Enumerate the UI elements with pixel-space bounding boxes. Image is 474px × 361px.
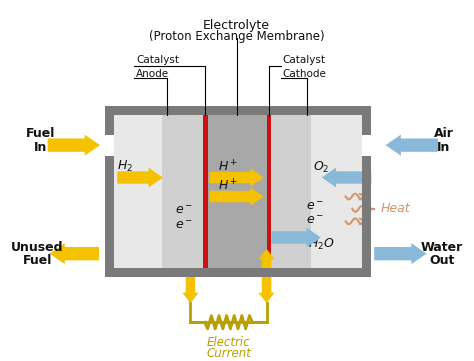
Text: $e^-$: $e^-$: [306, 214, 324, 227]
Bar: [105, 115, 114, 135]
Text: Current: Current: [206, 347, 251, 360]
Polygon shape: [210, 187, 264, 206]
Bar: [266, 115, 271, 268]
Text: $H^+$: $H^+$: [219, 178, 239, 194]
Polygon shape: [386, 135, 438, 156]
Polygon shape: [182, 277, 199, 303]
Text: In: In: [34, 140, 48, 153]
Bar: [205, 115, 268, 268]
Polygon shape: [374, 243, 427, 264]
Polygon shape: [48, 135, 100, 156]
Text: $H_2O$: $H_2O$: [308, 236, 334, 252]
Bar: [362, 115, 371, 135]
Bar: [105, 268, 371, 277]
Polygon shape: [50, 243, 99, 264]
Text: Electric: Electric: [207, 336, 250, 349]
Text: $e^-$: $e^-$: [174, 204, 193, 217]
Text: Electrolyte: Electrolyte: [203, 18, 270, 31]
Bar: [114, 115, 162, 268]
Text: $e^-$: $e^-$: [306, 200, 324, 213]
Text: Catalyst: Catalyst: [283, 56, 326, 65]
Bar: [203, 115, 208, 268]
Bar: [311, 115, 362, 268]
Text: (Proton Exchange Membrane): (Proton Exchange Membrane): [149, 30, 324, 43]
Text: Cathode: Cathode: [283, 69, 327, 79]
Bar: [105, 156, 114, 268]
Bar: [268, 115, 311, 268]
Polygon shape: [271, 227, 321, 248]
Bar: [362, 156, 371, 268]
Text: Water: Water: [420, 240, 463, 253]
Text: $e^-$: $e^-$: [174, 219, 193, 232]
Text: $O_2$: $O_2$: [313, 160, 329, 175]
Polygon shape: [258, 277, 275, 303]
Polygon shape: [117, 168, 163, 187]
Bar: [162, 115, 205, 268]
Text: Unused: Unused: [11, 240, 64, 253]
Text: $H_2$: $H_2$: [117, 158, 133, 174]
Bar: [105, 106, 371, 115]
Text: Anode: Anode: [136, 69, 169, 79]
Text: Fuel: Fuel: [22, 254, 52, 267]
Text: Heat: Heat: [381, 203, 410, 216]
Text: Catalyst: Catalyst: [136, 56, 179, 65]
Text: In: In: [437, 140, 450, 153]
Polygon shape: [210, 169, 264, 187]
Text: Out: Out: [429, 254, 455, 267]
Text: $H^+$: $H^+$: [219, 160, 239, 175]
Polygon shape: [258, 249, 275, 268]
Text: Fuel: Fuel: [26, 127, 55, 140]
Text: Air: Air: [434, 127, 454, 140]
Polygon shape: [322, 168, 371, 187]
